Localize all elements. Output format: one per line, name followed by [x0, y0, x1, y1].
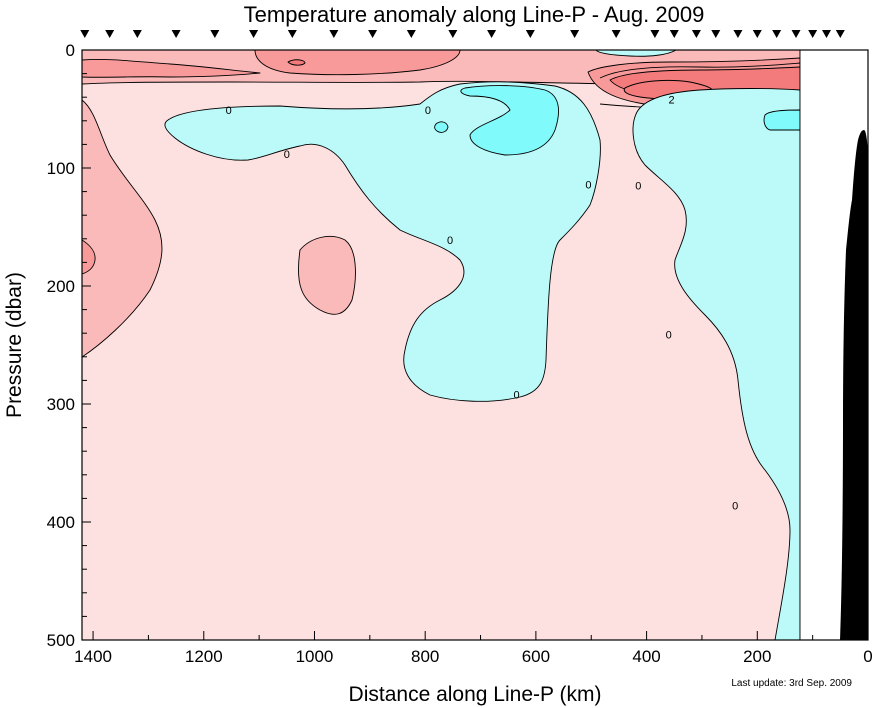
- x-tick-label: 800: [411, 647, 439, 666]
- station-marker: [368, 30, 378, 38]
- contour-label: 0: [447, 235, 453, 247]
- x-tick-label: 400: [632, 647, 660, 666]
- contour-label: 0: [666, 329, 672, 341]
- station-marker: [691, 30, 701, 38]
- contour-label: 0: [732, 500, 738, 512]
- station-marker: [772, 30, 782, 38]
- station-marker: [669, 30, 679, 38]
- y-tick-label: 300: [47, 395, 75, 414]
- station-marker: [249, 30, 259, 38]
- x-tick-label: 1200: [185, 647, 223, 666]
- contour-label: 0: [284, 149, 290, 161]
- contour-labels: 2 0 0 0 0 0 0 0 0 0: [226, 95, 739, 513]
- x-tick-label: 1400: [74, 647, 112, 666]
- cool-main: [164, 81, 601, 402]
- station-marker: [132, 30, 142, 38]
- x-tick-label: 200: [743, 647, 771, 666]
- x-axis: 1400 1200 1000 800 600 400 200 0: [74, 631, 873, 666]
- warm-deep-west: [82, 99, 163, 358]
- station-marker: [287, 30, 297, 38]
- station-markers: [80, 30, 845, 38]
- contour-label: 0: [635, 181, 641, 193]
- bathymetry: [840, 130, 868, 640]
- station-marker: [570, 30, 580, 38]
- warm-surface-east-inner: [599, 62, 800, 79]
- warm-surface-west: [82, 59, 261, 78]
- station-marker: [808, 30, 818, 38]
- y-axis: 0 100 200 300 400 500: [47, 41, 91, 650]
- station-marker: [835, 30, 845, 38]
- station-marker: [210, 30, 220, 38]
- y-tick-label: 100: [47, 159, 75, 178]
- station-marker: [171, 30, 181, 38]
- station-marker: [650, 30, 660, 38]
- station-marker: [105, 30, 115, 38]
- station-marker: [791, 30, 801, 38]
- contour-label: 0: [425, 105, 431, 117]
- y-tick-label: 500: [47, 631, 75, 650]
- station-marker: [611, 30, 621, 38]
- cool-east: [632, 88, 800, 640]
- cool-top-sliver: [595, 50, 677, 57]
- station-marker: [711, 30, 721, 38]
- station-marker: [821, 30, 831, 38]
- x-tick-label: 1000: [296, 647, 334, 666]
- station-marker: [448, 30, 458, 38]
- cool-core: [460, 85, 559, 156]
- warm-surface-center: [254, 50, 461, 76]
- station-marker: [525, 30, 535, 38]
- cool-east-core: [763, 109, 800, 131]
- station-marker: [752, 30, 762, 38]
- y-tick-label: 200: [47, 277, 75, 296]
- y-axis-label: Pressure (dbar): [3, 272, 26, 418]
- y-tick-label: 0: [66, 41, 75, 60]
- station-marker: [80, 30, 90, 38]
- contour-label: 0: [513, 390, 519, 402]
- contour-field: [82, 50, 800, 640]
- contour-label: 0: [226, 105, 232, 117]
- contour-label: 2: [668, 95, 674, 107]
- station-marker: [329, 30, 339, 38]
- warm-deep-west-inner: [82, 239, 96, 275]
- station-marker: [487, 30, 497, 38]
- y-tick-label: 400: [47, 513, 75, 532]
- cool-small-pocket: [434, 121, 449, 133]
- station-marker: [406, 30, 416, 38]
- x-tick-label: 0: [863, 647, 872, 666]
- chart-title: Temperature anomaly along Line-P - Aug. …: [244, 2, 705, 27]
- x-tick-label: 600: [522, 647, 550, 666]
- warm-pocket: [297, 236, 356, 315]
- warm-surface-center-core: [287, 59, 306, 66]
- contour-label: 0: [585, 180, 591, 192]
- last-update-note: Last update: 3rd Sep. 2009: [731, 678, 852, 689]
- plot-frame: [81, 49, 869, 641]
- station-marker: [733, 30, 743, 38]
- x-axis-label: Distance along Line-P (km): [349, 683, 602, 706]
